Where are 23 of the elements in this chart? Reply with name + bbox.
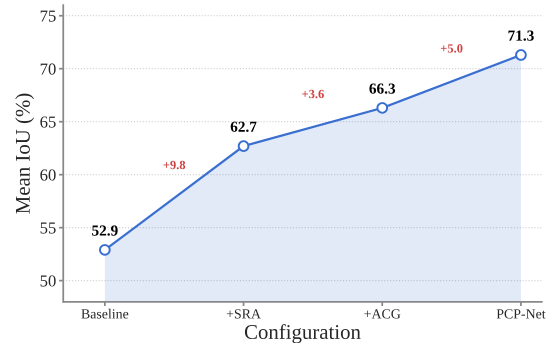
annotation: +3.6 [302,90,324,98]
x-axis-title: Configuration [244,324,361,343]
y-tick-label: 60 [40,169,56,181]
y-tick-label: 70 [40,63,56,75]
point [376,102,388,114]
x-tick-label: Baseline [81,308,128,319]
point [238,140,250,152]
x-tick-label: +ACG [364,309,400,319]
y-tick-label: 75 [40,10,56,22]
data-label: 66.3 [369,83,396,94]
annotation: +5.0 [440,44,462,53]
annotation: +9.8 [163,160,186,170]
point [515,49,527,61]
y-tick-label: 50 [40,275,56,287]
data-label: 52.9 [92,225,118,236]
x-tick-label: PCP-Net [496,309,546,319]
data-label: 62.7 [230,122,257,132]
x-tick-label: +SRA [226,309,261,319]
y-axis-title: Mean IoU (%) [15,94,34,214]
point [99,244,111,256]
data-label: 71.3 [508,30,534,41]
y-tick-label: 55 [40,222,56,234]
y-tick-label: 65 [40,116,56,128]
